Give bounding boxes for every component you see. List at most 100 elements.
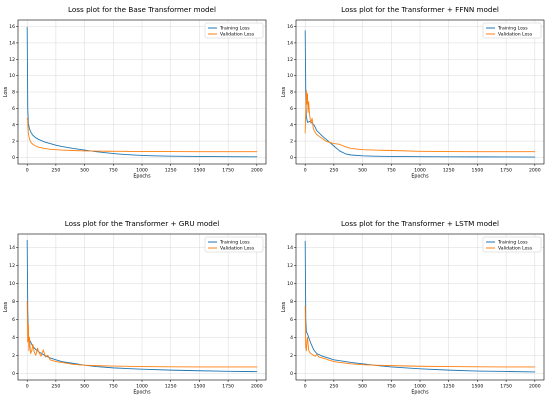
x-tick-label: 2000 bbox=[529, 384, 541, 390]
x-tick-label: 750 bbox=[109, 168, 118, 174]
x-axis-label: Epochs bbox=[133, 390, 151, 396]
x-tick-label: 1500 bbox=[472, 384, 484, 390]
x-tick-label: 1000 bbox=[136, 168, 148, 174]
x-tick-label: 500 bbox=[358, 168, 367, 174]
x-tick-label: 1250 bbox=[165, 384, 177, 390]
x-tick-label: 1500 bbox=[472, 168, 484, 174]
x-tick-label: 0 bbox=[304, 384, 307, 390]
y-tick-label: 6 bbox=[12, 106, 15, 112]
x-axis-label: Epochs bbox=[411, 390, 429, 396]
x-tick-label: 500 bbox=[358, 384, 367, 390]
x-tick-label: 750 bbox=[109, 384, 118, 390]
legend-box bbox=[482, 236, 542, 253]
x-tick-label: 1000 bbox=[136, 384, 148, 390]
series-line-validation-loss bbox=[304, 305, 536, 368]
y-tick-label: 14 bbox=[287, 245, 293, 251]
x-tick-label: 750 bbox=[387, 168, 396, 174]
y-tick-label: 2 bbox=[290, 139, 293, 145]
y-axis-label: Loss bbox=[281, 86, 287, 97]
legend-label: Validation Loss bbox=[220, 32, 255, 38]
y-tick-label: 12 bbox=[9, 263, 15, 269]
y-tick-label: 16 bbox=[9, 24, 15, 30]
x-tick-label: 500 bbox=[80, 384, 89, 390]
y-tick-label: 14 bbox=[9, 245, 15, 251]
chart-title: Loss plot for the Transformer + LSTM mod… bbox=[341, 219, 499, 228]
series-line-validation-loss bbox=[26, 300, 258, 368]
legend-label: Validation Loss bbox=[220, 246, 255, 252]
y-tick-label: 2 bbox=[12, 139, 15, 145]
y-tick-label: 16 bbox=[287, 24, 293, 30]
chart-panel-3: 0 250 500 750 1000 1250 1500 1750 2000 0 2 4 6 8 10 12 1… bbox=[3, 219, 267, 396]
legend-label: Validation Loss bbox=[498, 246, 533, 252]
x-tick-label: 750 bbox=[387, 384, 396, 390]
y-axis-label: Loss bbox=[3, 301, 9, 312]
y-tick-label: 8 bbox=[12, 299, 15, 305]
y-tick-label: 4 bbox=[290, 122, 293, 128]
x-tick-label: 1750 bbox=[500, 384, 512, 390]
legend-label: Validation Loss bbox=[498, 32, 533, 38]
y-tick-label: 4 bbox=[12, 122, 15, 128]
series-line-training-loss bbox=[304, 240, 536, 373]
series-line-validation-loss bbox=[26, 117, 258, 153]
legend-label: Training Loss bbox=[219, 240, 250, 246]
chart-title: Loss plot for the Transformer + FFNN mod… bbox=[341, 5, 499, 14]
legend-label: Training Loss bbox=[497, 240, 528, 246]
x-tick-label: 1750 bbox=[222, 168, 234, 174]
y-tick-label: 14 bbox=[9, 41, 15, 47]
x-tick-label: 1000 bbox=[414, 168, 426, 174]
x-tick-label: 1750 bbox=[500, 168, 512, 174]
x-tick-label: 500 bbox=[80, 168, 89, 174]
x-tick-label: 2000 bbox=[251, 168, 263, 174]
y-tick-label: 8 bbox=[12, 90, 15, 96]
y-tick-label: 2 bbox=[12, 353, 15, 359]
y-tick-label: 6 bbox=[12, 317, 15, 323]
x-tick-label: 1750 bbox=[222, 384, 234, 390]
x-tick-label: 1250 bbox=[443, 168, 455, 174]
series-line-training-loss bbox=[304, 30, 536, 158]
x-tick-label: 0 bbox=[26, 168, 29, 174]
y-tick-label: 4 bbox=[12, 335, 15, 341]
x-tick-label: 1500 bbox=[194, 168, 206, 174]
series-line-validation-loss bbox=[304, 89, 536, 153]
y-tick-label: 0 bbox=[290, 371, 293, 377]
y-tick-label: 0 bbox=[12, 155, 15, 161]
y-tick-label: 10 bbox=[9, 281, 15, 287]
y-tick-label: 10 bbox=[287, 281, 293, 287]
x-axis-label: Epochs bbox=[411, 174, 429, 180]
y-tick-label: 12 bbox=[287, 263, 293, 269]
y-tick-label: 6 bbox=[290, 317, 293, 323]
x-tick-label: 0 bbox=[304, 168, 307, 174]
chart-panel-2: 0 250 500 750 1000 1250 1500 1750 2000 0 2 4 6 8 10 12 1… bbox=[281, 5, 545, 180]
y-tick-label: 0 bbox=[290, 155, 293, 161]
x-axis-label: Epochs bbox=[133, 174, 151, 180]
x-tick-label: 250 bbox=[329, 168, 338, 174]
y-tick-label: 6 bbox=[290, 106, 293, 112]
y-tick-label: 0 bbox=[12, 371, 15, 377]
series-line-training-loss bbox=[26, 26, 258, 158]
legend-label: Training Loss bbox=[497, 26, 528, 32]
x-tick-label: 1250 bbox=[165, 168, 177, 174]
x-tick-label: 250 bbox=[51, 384, 60, 390]
y-tick-label: 14 bbox=[287, 41, 293, 47]
x-tick-label: 1500 bbox=[194, 384, 206, 390]
legend-label: Training Loss bbox=[219, 26, 250, 32]
x-tick-label: 1000 bbox=[414, 384, 426, 390]
chart-panel-1: 0 250 500 750 1000 1250 1500 1750 2000 0 2 4 6 8 10 12 1… bbox=[3, 5, 267, 180]
chart-title: Loss plot for the Transformer + GRU mode… bbox=[65, 219, 220, 228]
y-tick-label: 2 bbox=[290, 353, 293, 359]
y-tick-label: 10 bbox=[9, 73, 15, 79]
x-tick-label: 2000 bbox=[529, 168, 541, 174]
legend-box bbox=[482, 22, 542, 39]
y-tick-label: 12 bbox=[9, 57, 15, 63]
y-tick-label: 10 bbox=[287, 73, 293, 79]
y-tick-label: 8 bbox=[290, 90, 293, 96]
x-tick-label: 2000 bbox=[251, 384, 263, 390]
x-tick-label: 250 bbox=[51, 168, 60, 174]
legend-box bbox=[204, 22, 264, 39]
x-tick-label: 250 bbox=[329, 384, 338, 390]
y-tick-label: 8 bbox=[290, 299, 293, 305]
legend-box bbox=[204, 236, 264, 253]
chart-panel-4: 0 250 500 750 1000 1250 1500 1750 2000 0 2 4 6 8 10 12 1… bbox=[281, 219, 545, 396]
